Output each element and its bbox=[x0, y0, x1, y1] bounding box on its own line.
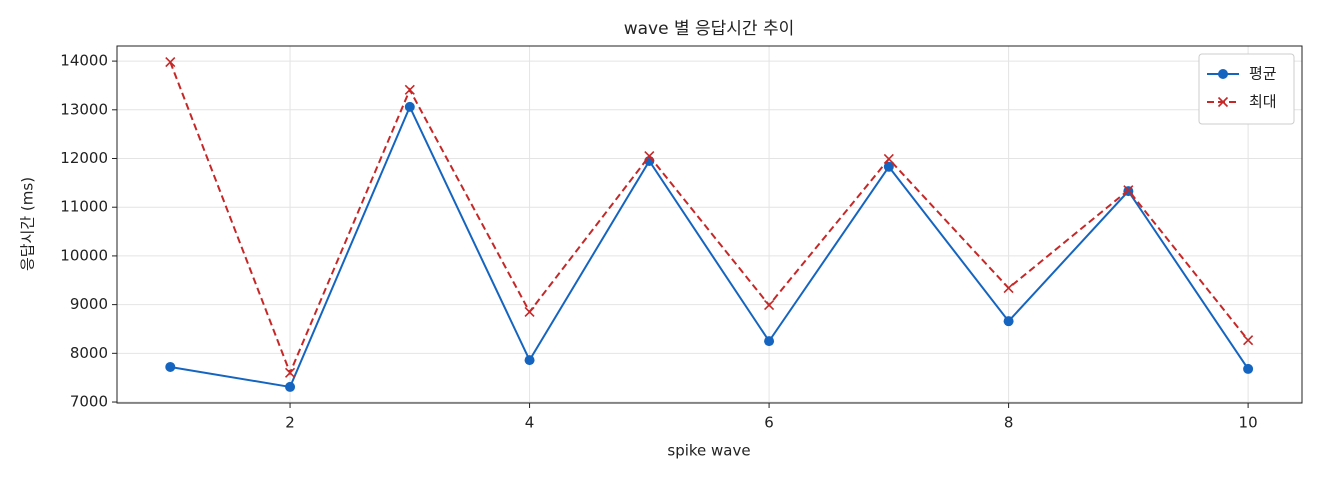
y-tick-label: 10000 bbox=[60, 246, 108, 264]
y-tick-label: 13000 bbox=[60, 100, 108, 118]
x-tick-label: 10 bbox=[1239, 414, 1258, 432]
legend-box bbox=[1198, 53, 1295, 125]
y-tick-label: 11000 bbox=[60, 198, 108, 216]
marker bbox=[883, 161, 894, 172]
x-tick-label: 4 bbox=[525, 414, 535, 432]
marker bbox=[1243, 335, 1254, 346]
legend-label: 평균 bbox=[1249, 65, 1277, 83]
marker bbox=[285, 381, 296, 392]
marker bbox=[404, 101, 415, 112]
marker bbox=[524, 306, 535, 317]
marker bbox=[1218, 69, 1228, 79]
y-tick-label: 14000 bbox=[60, 52, 108, 70]
x-tick-label: 8 bbox=[1004, 414, 1014, 432]
marker bbox=[764, 336, 775, 347]
marker bbox=[644, 151, 655, 162]
x-axis-label: spike wave bbox=[667, 442, 750, 460]
y-tick-label: 7000 bbox=[70, 393, 108, 411]
y-tick-label: 8000 bbox=[70, 344, 108, 362]
y-tick-label: 9000 bbox=[70, 295, 108, 313]
y-axis-label: 응답시간 (ms) bbox=[19, 177, 37, 271]
marker bbox=[284, 367, 296, 378]
marker bbox=[404, 84, 415, 95]
series-line bbox=[170, 104, 1249, 389]
marker bbox=[1003, 282, 1014, 294]
chart-title: wave 별 응답시간 추이 bbox=[624, 19, 795, 39]
marker bbox=[1123, 185, 1134, 196]
x-tick-label: 2 bbox=[285, 414, 295, 432]
marker bbox=[1243, 363, 1254, 374]
plot-frame bbox=[116, 45, 1303, 404]
series-line bbox=[169, 61, 1249, 376]
marker bbox=[165, 57, 176, 68]
x-tick-label: 6 bbox=[764, 414, 774, 432]
marker bbox=[524, 355, 535, 366]
marker bbox=[1003, 316, 1014, 327]
y-tick-label: 12000 bbox=[60, 149, 108, 167]
marker bbox=[1217, 96, 1229, 108]
marker bbox=[764, 300, 775, 311]
marker bbox=[165, 361, 176, 372]
marker bbox=[883, 153, 894, 165]
legend-label: 최대 bbox=[1249, 93, 1277, 111]
